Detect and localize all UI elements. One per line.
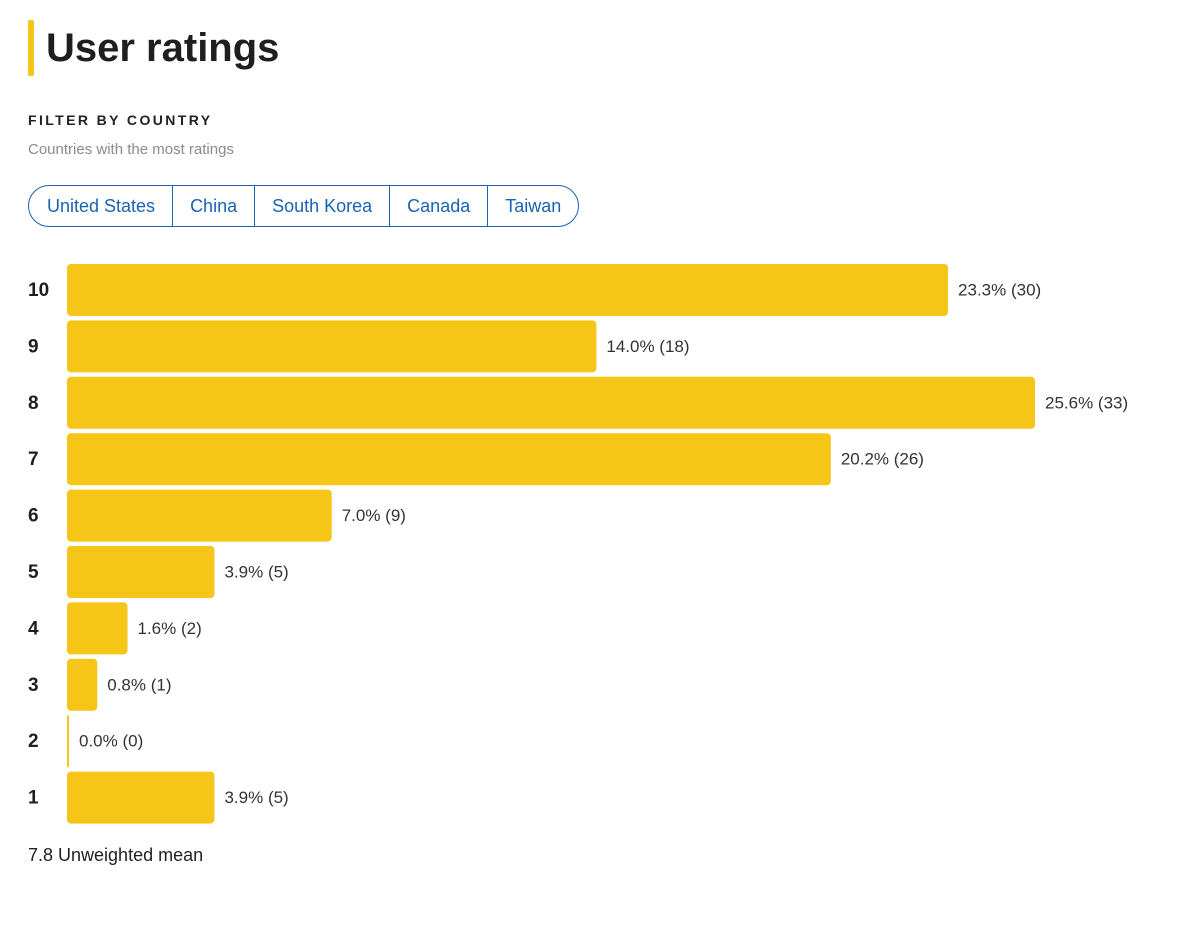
country-filter: United States China South Korea Canada Taiwa… [28, 185, 580, 227]
rating-label: 7 [28, 449, 39, 470]
value-label: 3.9% (5) [224, 562, 288, 581]
bar [67, 715, 69, 768]
country-chip[interactable]: Taiwan [487, 186, 578, 226]
rating-label: 6 [28, 506, 39, 527]
bar [67, 771, 215, 824]
value-label: 14.0% (18) [606, 337, 689, 356]
bar [67, 433, 831, 486]
value-label: 0.8% (1) [107, 675, 171, 694]
rating-label: 2 [28, 731, 39, 752]
title-accent [28, 20, 34, 76]
value-label: 7.0% (9) [342, 506, 406, 525]
page-title: User ratings [46, 26, 280, 70]
rating-label: 4 [28, 618, 39, 639]
bar [67, 264, 949, 316]
rating-label: 5 [28, 562, 39, 583]
rating-label: 8 [28, 393, 39, 414]
bar [67, 320, 597, 373]
value-label: 23.3% (30) [958, 280, 1041, 299]
country-chip[interactable]: South Korea [254, 186, 389, 226]
country-chip[interactable]: Canada [389, 186, 487, 226]
country-chip[interactable]: China [172, 186, 254, 226]
ratings-chart: 10 23.3% (30) 9 14.0% (18) 8 25.6% (33) 7 20.2%… [28, 264, 1128, 824]
bar [67, 602, 128, 655]
filter-subtitle: Countries with the most ratings [28, 141, 234, 158]
rating-label: 1 [28, 788, 39, 809]
filter-label: FILTER BY COUNTRY [28, 112, 213, 128]
value-label: 20.2% (26) [841, 450, 924, 469]
rating-label: 10 [28, 280, 49, 301]
value-label: 3.9% (5) [224, 788, 288, 807]
bar [67, 489, 332, 542]
bar [67, 658, 98, 711]
value-label: 0.0% (0) [79, 732, 143, 751]
rating-label: 9 [28, 336, 39, 357]
value-label: 1.6% (2) [138, 619, 202, 638]
bar [67, 376, 1035, 429]
country-chip[interactable]: United States [47, 196, 156, 216]
value-label: 25.6% (33) [1045, 393, 1128, 412]
bar [67, 546, 215, 598]
rating-label: 3 [28, 675, 39, 696]
mean-text: 7.8 Unweighted mean [28, 845, 204, 865]
